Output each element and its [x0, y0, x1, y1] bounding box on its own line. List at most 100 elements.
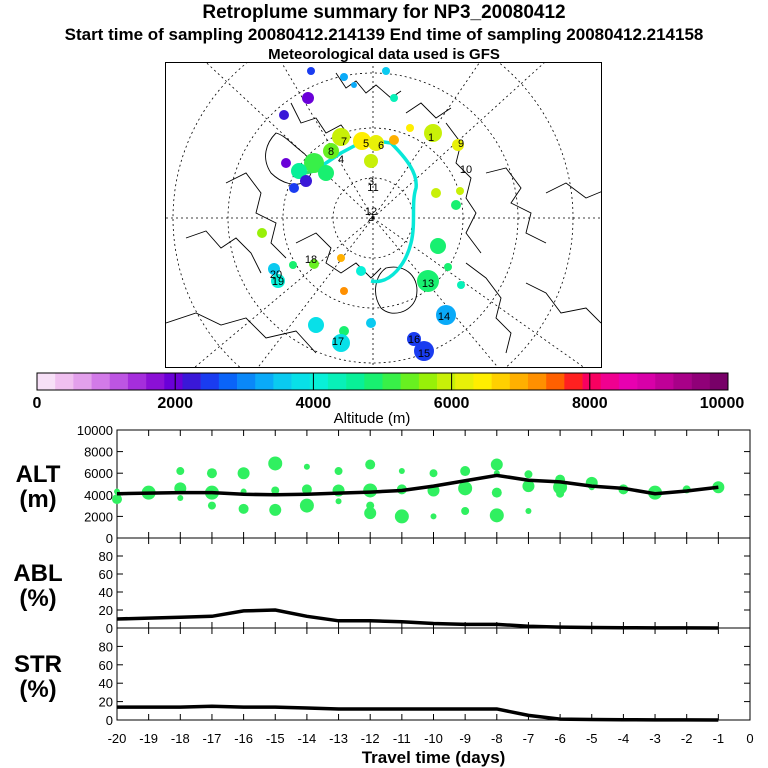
series-line: [116, 473, 719, 497]
colorbar-cell: [182, 373, 201, 390]
colorbar-cell: [600, 373, 620, 390]
colorbar-cell: [437, 373, 456, 390]
map-day-label: 12: [365, 206, 377, 218]
colorbar-cell: [255, 373, 274, 390]
y-tick-label: 60: [99, 567, 113, 582]
colorbar-tick-label: 10000: [700, 395, 745, 412]
str-panel: 80 60 40 20 0 STR(%): [14, 627, 751, 728]
colorbar-cell: [91, 373, 111, 390]
y-tick-label: 80: [99, 549, 113, 564]
panel-ylabel-unit: (%): [19, 676, 56, 703]
colorbar-cell: [109, 373, 129, 390]
panel-ylabel-unit: (m): [19, 486, 56, 513]
y-tick-label: 6000: [84, 466, 113, 481]
x-tick-label: -12: [361, 731, 380, 746]
plume-point: [365, 459, 376, 470]
colorbar-cell: [473, 373, 492, 390]
x-tick-label: -10: [424, 731, 443, 746]
colorbar-cell: [673, 373, 692, 390]
colorbar-cell: [237, 373, 256, 390]
x-tick-label: -6: [554, 731, 566, 746]
panel-ylabel-unit: (%): [19, 585, 56, 612]
colorbar-cell: [709, 373, 729, 390]
x-tick-label: -1: [713, 731, 725, 746]
map-day-label: 4: [338, 154, 344, 166]
x-tick-label: -11: [393, 731, 411, 746]
y-tick-label: 4000: [84, 488, 113, 503]
colorbar-label: Altitude (m): [334, 410, 411, 426]
map-day-label: 7: [341, 136, 347, 148]
x-tick-label: -9: [459, 731, 471, 746]
map-day-label: 14: [438, 311, 450, 323]
plume-point: [524, 470, 533, 479]
colorbar-cell: [200, 373, 220, 390]
map-day-label: 5: [363, 138, 369, 150]
plume-point: [394, 509, 409, 524]
map-day-label: 20: [270, 269, 282, 281]
plume-clusters: [257, 67, 465, 361]
plume-point: [398, 468, 405, 475]
map-day-label: 15: [418, 348, 430, 360]
colorbar-cell: [146, 373, 165, 390]
plume-point: [460, 466, 471, 477]
colorbar-cell: [509, 373, 529, 390]
colorbar-cell: [527, 373, 547, 390]
y-tick-label: 20: [99, 603, 113, 618]
colorbar-cell: [455, 373, 474, 390]
x-tick-label: -8: [491, 731, 503, 746]
map-coastlines: [166, 72, 601, 354]
map-day-label: 1: [428, 132, 434, 144]
y-tick-label: 80: [99, 639, 113, 654]
x-axis-label: Travel time (days): [362, 748, 506, 767]
plume-point: [489, 508, 504, 523]
plume-point: [207, 501, 216, 510]
met-data-note: Meteorological data used is GFS: [268, 46, 500, 63]
panel-ylabel: STR: [14, 651, 62, 678]
map-day-label: 18: [305, 254, 317, 266]
plume-point: [268, 456, 283, 471]
x-axis: -20 -19 -18 -17 -16 -15 -14 -13 -12 -11 -10 -9 -8 -7-…: [108, 731, 754, 767]
x-tick-label: 0: [746, 731, 753, 746]
colorbar-tick-label: 8000: [572, 395, 608, 412]
x-tick-label: -19: [139, 731, 158, 746]
x-tick-label: -5: [586, 731, 598, 746]
plume-point: [525, 508, 532, 514]
plume-point: [458, 481, 473, 496]
x-tick-label: -3: [649, 731, 661, 746]
chart-title: Retroplume summary for NP3_20080412: [202, 2, 566, 23]
plume-point: [237, 467, 250, 480]
colorbar-cell: [637, 373, 656, 390]
plume-point: [364, 507, 377, 520]
colorbar-cell: [55, 373, 74, 390]
map-day-label: 19: [272, 276, 284, 288]
plume-point: [491, 487, 502, 498]
abl-panel: 80 60 40 20 0 ABL(%): [13, 537, 751, 636]
colorbar-cell: [491, 373, 511, 390]
colorbar-tick-label: 6000: [434, 395, 470, 412]
x-tick-label: -7: [523, 731, 535, 746]
colorbar-cell: [73, 373, 92, 390]
y-tick-label: 60: [99, 658, 113, 673]
map-day-label: 3: [368, 176, 374, 188]
polar-map: 1 2 3 4 5 6 7 8 9 10 11 12 13 14 15 16 17 18 19 20: [165, 62, 602, 368]
panel-ylabel: ABL: [13, 560, 62, 587]
colorbar-tick-label: 2000: [157, 395, 193, 412]
map-day-label: 17: [332, 336, 344, 348]
plume-point: [522, 480, 535, 493]
colorbar-cell: [691, 373, 711, 390]
map-graticule: [166, 63, 601, 367]
map-day-label: 13: [422, 278, 434, 290]
plume-point: [429, 469, 438, 478]
colorbar-cell: [37, 373, 56, 390]
y-tick-label: 10000: [77, 423, 113, 438]
plume-point: [335, 498, 342, 505]
colorbar-cell: [400, 373, 420, 390]
colorbar-cell: [309, 373, 329, 390]
plume-point: [490, 458, 503, 471]
plume-point: [269, 503, 282, 516]
x-tick-label: -2: [681, 731, 693, 746]
map-day-label: 2: [368, 212, 374, 224]
plume-point: [556, 489, 565, 498]
